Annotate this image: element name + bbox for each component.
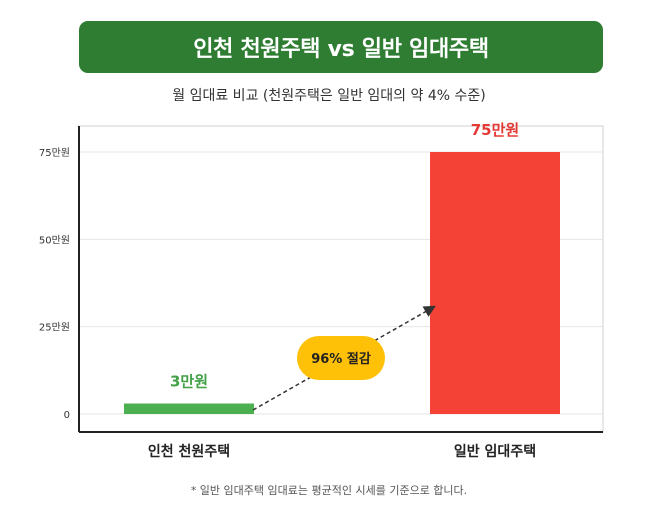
chart-subtitle: 월 임대료 비교 (천원주택은 일반 임대의 약 4% 수준) xyxy=(172,88,486,104)
savings-badge xyxy=(297,336,385,380)
page-title: 인천 천원주택 vs 일반 임대주택 xyxy=(79,21,603,73)
y-tick-label: 0 xyxy=(64,410,70,421)
savings-arrow xyxy=(252,305,436,411)
savings-badge-label: 96% 절감 xyxy=(311,352,371,367)
footnote: * 일반 임대주택 임대료는 평균적인 시세를 기준으로 합니다. xyxy=(190,484,468,497)
bar-incheon xyxy=(124,403,254,414)
bar-value-label: 75만원 xyxy=(471,121,519,139)
bar-value-label: 3만원 xyxy=(170,373,208,391)
y-tick-label: 25만원 xyxy=(39,322,70,334)
bar-general xyxy=(430,152,560,414)
x-tick-label: 인천 천원주택 xyxy=(148,443,230,460)
x-tick-label: 일반 임대주택 xyxy=(454,443,536,460)
y-tick-label: 50만원 xyxy=(39,234,70,246)
y-tick-label: 75만원 xyxy=(39,147,70,159)
